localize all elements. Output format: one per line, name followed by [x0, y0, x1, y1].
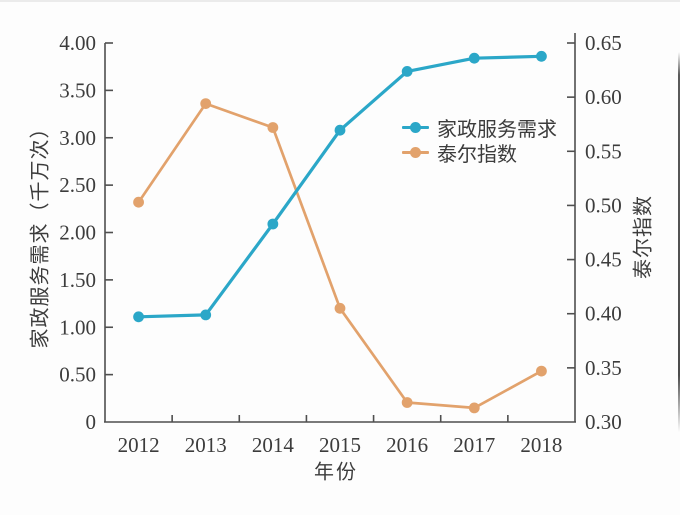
left-axis-tick-label: 0 — [86, 410, 97, 434]
right-axis-title: 泰尔指数 — [632, 195, 655, 279]
right-axis-tick-label: 0.35 — [585, 356, 622, 380]
left-axis-title: 家政服务需求（千万次） — [29, 117, 52, 349]
series-point-theil-2015 — [334, 302, 346, 314]
right-axis-tick-label: 0.30 — [585, 410, 622, 434]
legend-dot-icon — [410, 147, 421, 158]
x-axis-tick-label: 2017 — [453, 433, 495, 457]
x-axis-tick-label: 2014 — [252, 433, 295, 457]
series-point-demand-2015 — [334, 124, 346, 136]
legend-item-theil: 泰尔指数 — [402, 140, 557, 166]
left-axis-tick-label: 1.50 — [59, 268, 96, 292]
legend-dot-icon — [410, 122, 421, 133]
x-axis-tick-label: 2015 — [319, 433, 361, 457]
left-axis-tick-label: 4.00 — [59, 31, 96, 55]
series-line-demand — [136, 54, 544, 319]
x-axis-tick-label: 2012 — [118, 433, 160, 457]
left-axis-tick-label: 0.50 — [59, 363, 96, 387]
right-axis-tick-label: 0.60 — [585, 85, 622, 109]
legend-label-demand: 家政服务需求 — [437, 119, 557, 141]
photo-right-edge-artifact — [678, 52, 680, 432]
x-axis-tick-label: 2013 — [185, 433, 227, 457]
right-axis-tick-label: 0.45 — [585, 248, 622, 272]
left-axis-tick-label: 2.00 — [59, 221, 96, 245]
photo-top-edge — [0, 0, 680, 2]
series-point-demand-2018 — [536, 50, 547, 62]
legend: 家政服务需求 泰尔指数 — [402, 115, 557, 166]
series-point-theil-2014 — [267, 122, 279, 133]
x-axis-tick-label: 2018 — [520, 433, 562, 457]
right-axis-tick-label: 0.50 — [585, 193, 622, 217]
left-axis-tick-label: 3.00 — [59, 126, 96, 150]
series-point-theil-2013 — [200, 98, 212, 109]
left-axis-tick-label: 3.50 — [59, 78, 96, 102]
x-axis-tick-label: 2016 — [386, 433, 428, 457]
right-axis-tick-label: 0.40 — [585, 302, 622, 326]
x-axis-title: 年份 — [314, 461, 358, 484]
legend-item-demand: 家政服务需求 — [402, 115, 557, 141]
left-axis-tick-label: 2.50 — [59, 173, 96, 197]
series-point-theil-2012 — [133, 196, 144, 208]
left-axis-tick-label: 1.00 — [59, 315, 96, 339]
right-axis-tick-label: 0.55 — [585, 139, 622, 163]
legend-marker-theil-icon — [402, 147, 429, 158]
right-axis-tick-label: 0.65 — [585, 31, 622, 55]
legend-marker-demand-icon — [402, 122, 429, 133]
series-point-demand-2014 — [267, 218, 279, 230]
series-point-theil-2017 — [468, 402, 480, 414]
series-point-theil-2018 — [536, 365, 547, 377]
series-point-demand-2016 — [401, 66, 413, 77]
series-point-demand-2013 — [200, 309, 212, 321]
legend-label-theil: 泰尔指数 — [437, 144, 517, 166]
series-point-theil-2016 — [401, 397, 413, 408]
series-point-demand-2012 — [133, 311, 144, 323]
series-point-demand-2017 — [468, 52, 480, 64]
